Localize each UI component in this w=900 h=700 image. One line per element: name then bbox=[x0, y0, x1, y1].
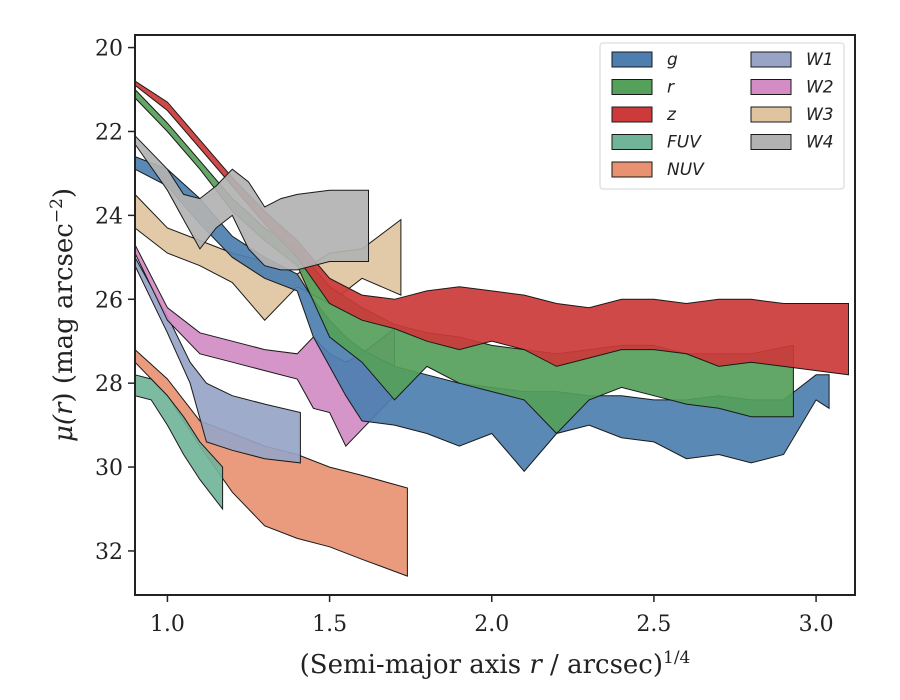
legend-label-fuv: FUV bbox=[667, 133, 702, 153]
legend-swatch-w1 bbox=[750, 51, 792, 68]
y-tick-label: 32 bbox=[95, 540, 123, 565]
y-tick-label: 30 bbox=[95, 456, 123, 481]
x-tick-label: 3.0 bbox=[799, 612, 834, 637]
legend-label-w1: W1 bbox=[806, 50, 834, 70]
legend-label-w3: W3 bbox=[806, 105, 834, 125]
axis-ticks: 1.0 1.5 2.0 2.5 3.0 20 22 24 26 28 30 32 bbox=[95, 37, 834, 637]
x-tick-label: 1.0 bbox=[150, 612, 185, 637]
legend-label-g: g bbox=[667, 50, 678, 70]
legend-swatch-r bbox=[611, 79, 653, 95]
y-tick-label: 28 bbox=[95, 372, 123, 397]
x-tick-label: 1.5 bbox=[312, 612, 347, 637]
chart-fills bbox=[134, 80, 849, 577]
y-tick-label: 20 bbox=[95, 37, 123, 62]
y-tick-label: 26 bbox=[95, 288, 123, 313]
legend-label-r: r bbox=[667, 78, 675, 98]
legend-label-w4: W4 bbox=[806, 133, 834, 153]
legend-swatch-w3 bbox=[750, 106, 792, 123]
legend-label-z: z bbox=[666, 105, 677, 125]
legend-swatch-nuv bbox=[611, 161, 653, 178]
series-band-w1 bbox=[134, 257, 301, 464]
legend-swatch-z bbox=[611, 106, 653, 123]
series-band-w4 bbox=[134, 134, 369, 271]
legend-swatch-fuv bbox=[611, 134, 653, 150]
y-axis-label: μ(r) (mag arcsec−2) bbox=[47, 188, 79, 442]
y-tick-label: 22 bbox=[95, 120, 123, 145]
series-band-fuv bbox=[134, 374, 224, 511]
x-tick-label: 2.0 bbox=[474, 612, 509, 637]
x-axis-label: (Semi-major axis r / arcsec)1/4 bbox=[300, 648, 691, 680]
legend-label-nuv: NUV bbox=[667, 160, 705, 180]
plot-frame bbox=[134, 34, 856, 596]
y-tick-label: 24 bbox=[95, 204, 123, 229]
legend: grz FUV NUV W1 W2 W3 W4 bbox=[599, 42, 845, 190]
legend-swatch-w2 bbox=[750, 79, 792, 95]
legend-swatch-w4 bbox=[750, 134, 792, 150]
legend-label-w2: W2 bbox=[806, 78, 834, 98]
legend-swatch-g bbox=[611, 51, 653, 68]
x-tick-label: 2.5 bbox=[636, 612, 671, 637]
